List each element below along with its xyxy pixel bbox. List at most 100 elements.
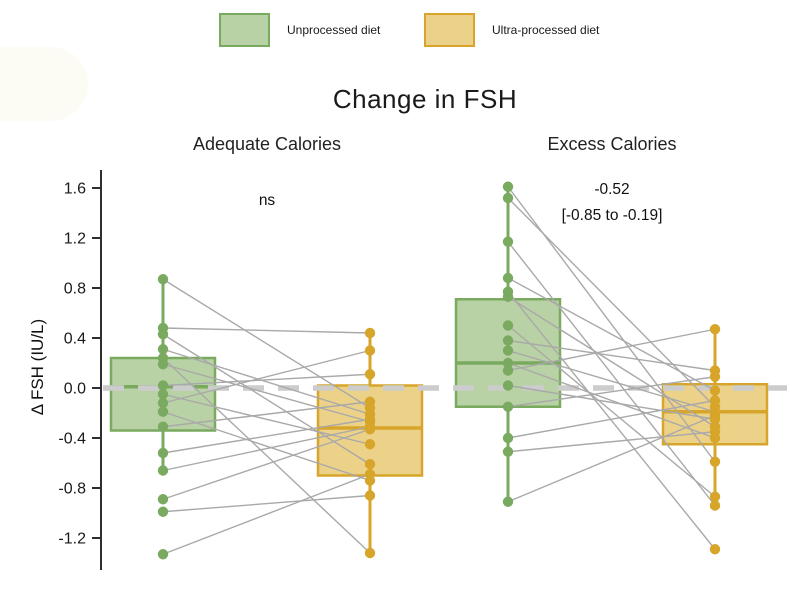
data-point-unprocessed (502, 365, 514, 376)
data-point-ultraprocessed (709, 491, 721, 502)
data-point-unprocessed (157, 494, 169, 505)
data-point-ultraprocessed (709, 500, 721, 511)
y-axis-label: Δ FSH (IU/L) (28, 318, 47, 416)
data-point-unprocessed (502, 446, 514, 457)
data-point-unprocessed (157, 344, 169, 355)
y-axis-tick-label: 1.2 (64, 231, 86, 248)
data-point-ultraprocessed (709, 371, 721, 382)
pair-line (507, 431, 716, 453)
data-point-ultraprocessed (364, 327, 376, 339)
data-point-unprocessed (157, 506, 169, 517)
data-point-unprocessed (502, 192, 514, 204)
pair-line (162, 373, 371, 387)
y-axis-tick-label: -0.4 (58, 431, 86, 448)
data-point-ultraprocessed (709, 426, 721, 437)
data-point-unprocessed (157, 274, 169, 285)
pair-line (507, 241, 716, 506)
chart-title: Change in FSH (332, 84, 518, 114)
pair-line (507, 339, 716, 372)
pair-line (162, 333, 371, 465)
data-point-ultraprocessed (709, 324, 721, 335)
data-point-unprocessed (157, 406, 169, 417)
data-point-ultraprocessed (364, 469, 376, 480)
data-point-unprocessed (502, 181, 514, 192)
data-point-ultraprocessed (709, 456, 721, 467)
pair-line (162, 494, 371, 513)
annotation-adequate-line1: ns (258, 192, 276, 209)
pair-line (507, 362, 716, 439)
legend-swatch-ultraprocessed (424, 13, 475, 47)
data-point-unprocessed (502, 320, 514, 331)
pair-line (162, 418, 371, 454)
pair-line (507, 414, 716, 503)
data-point-unprocessed (502, 401, 514, 412)
data-point-unprocessed (157, 447, 169, 459)
pair-line (507, 291, 716, 550)
pair-line (162, 401, 371, 428)
pair-line (507, 384, 716, 420)
data-point-ultraprocessed (364, 490, 376, 501)
data-point-unprocessed (157, 465, 169, 476)
data-point-unprocessed (157, 397, 169, 409)
data-point-ultraprocessed (364, 547, 376, 559)
background-artifact (0, 47, 88, 121)
data-point-ultraprocessed (709, 385, 721, 396)
data-point-ultraprocessed (364, 414, 376, 425)
data-point-unprocessed (157, 329, 169, 340)
legend-item-unprocessed: Unprocessed diet (219, 13, 380, 47)
y-axis-tick-label: 0.0 (64, 381, 86, 398)
pair-line (162, 278, 371, 409)
data-point-unprocessed (502, 291, 514, 302)
data-point-unprocessed (157, 380, 169, 391)
y-axis-tick-label: -0.8 (58, 481, 86, 498)
pair-line (162, 473, 371, 555)
data-point-unprocessed (502, 432, 514, 444)
legend-label-unprocessed: Unprocessed diet (287, 23, 381, 37)
annotation-excess-line1: -0.52 (594, 181, 630, 198)
data-point-unprocessed (502, 380, 514, 391)
data-point-ultraprocessed (364, 396, 376, 407)
data-point-unprocessed (502, 345, 514, 356)
pair-line (162, 348, 371, 415)
data-point-unprocessed (502, 335, 514, 346)
pair-line (507, 328, 716, 372)
pair-line (162, 393, 371, 445)
data-point-unprocessed (157, 549, 169, 560)
data-point-ultraprocessed (709, 544, 721, 555)
data-point-ultraprocessed (364, 459, 376, 470)
pair-line (162, 327, 371, 334)
legend-label-ultraprocessed: Ultra-processed diet (492, 23, 600, 37)
data-point-unprocessed (502, 357, 514, 369)
pair-line (162, 357, 371, 554)
data-point-unprocessed (502, 496, 514, 507)
pair-line (507, 277, 716, 392)
annotation-adequate: ns (100, 188, 434, 214)
pair-line (162, 426, 371, 472)
pair-line (507, 324, 716, 498)
data-point-unprocessed (502, 272, 514, 284)
panel-subtitle-excess: Excess Calories (547, 134, 677, 154)
pair-line (162, 349, 371, 404)
legend-swatch-unprocessed (219, 13, 270, 47)
pair-line (507, 399, 716, 439)
pair-line (162, 428, 371, 500)
data-point-ultraprocessed (364, 345, 376, 356)
data-point-ultraprocessed (709, 410, 721, 421)
annotation-excess: -0.52 [-0.85 to -0.19] (445, 177, 779, 229)
pair-line (507, 376, 716, 408)
y-axis-tick-label: 0.8 (64, 281, 86, 298)
data-point-unprocessed (157, 389, 169, 400)
y-axis-tick-label: 0.4 (64, 331, 86, 348)
panel-subtitle-adequate: Adequate Calories (192, 134, 342, 154)
data-point-ultraprocessed (364, 424, 376, 435)
data-point-unprocessed (502, 236, 514, 247)
y-axis-tick-label: -1.2 (58, 531, 86, 548)
legend-item-ultraprocessed: Ultra-processed diet (424, 13, 599, 47)
y-axis-tick-label: 1.6 (64, 181, 86, 198)
pair-line (507, 349, 716, 413)
data-point-ultraprocessed (709, 395, 721, 406)
data-point-ultraprocessed (364, 439, 376, 450)
pair-line (162, 363, 371, 423)
data-point-unprocessed (157, 421, 169, 432)
